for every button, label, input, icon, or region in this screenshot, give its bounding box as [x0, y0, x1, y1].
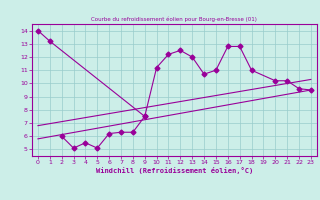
Title: Courbe du refroidissement éolien pour Bourg-en-Bresse (01): Courbe du refroidissement éolien pour Bo…: [92, 17, 257, 22]
X-axis label: Windchill (Refroidissement éolien,°C): Windchill (Refroidissement éolien,°C): [96, 167, 253, 174]
